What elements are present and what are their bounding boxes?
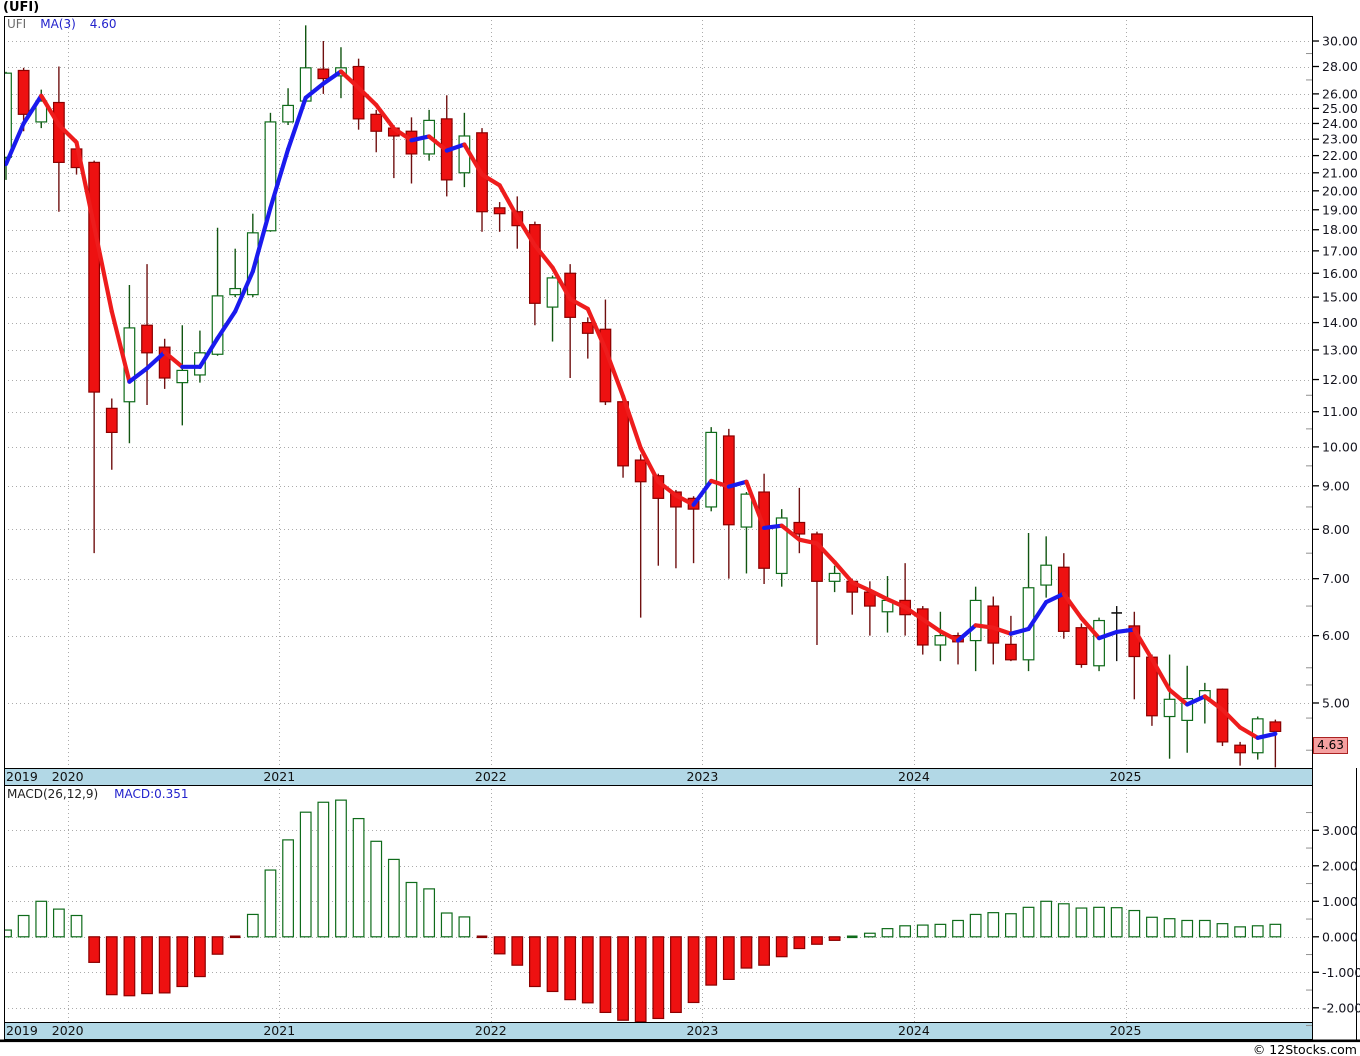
price-tick-label: 11.00 xyxy=(1322,404,1358,419)
price-tick-label: 19.00 xyxy=(1322,202,1358,217)
macd-tick-label: -1.000 xyxy=(1322,965,1360,980)
macd-tick-label: 2.000 xyxy=(1322,858,1358,873)
year-label: 2025 xyxy=(1110,769,1142,784)
price-tick-label: 17.00 xyxy=(1322,243,1358,258)
year-label: 2021 xyxy=(263,769,295,784)
year-label: 2022 xyxy=(475,1023,507,1038)
macd-panel-legend: MACD(26,12,9) MACD:0.351 xyxy=(7,787,189,801)
year-label: 2023 xyxy=(686,1023,718,1038)
price-tick-label: 9.00 xyxy=(1322,478,1350,493)
year-label: 2020 xyxy=(52,769,84,784)
page-title: (UFI) xyxy=(3,0,40,15)
macd-histogram xyxy=(4,799,1282,1022)
year-label: 2021 xyxy=(263,1023,295,1038)
price-tick-label: 21.00 xyxy=(1322,165,1358,180)
candlestick-series xyxy=(4,25,1282,768)
price-tick-label: 30.00 xyxy=(1322,34,1358,49)
price-tick-label: 18.00 xyxy=(1322,222,1358,237)
price-tick-label: 28.00 xyxy=(1322,59,1358,74)
price-tick-label: 25.00 xyxy=(1322,101,1358,116)
price-tick-label: 6.00 xyxy=(1322,628,1350,643)
price-tick-label: 7.00 xyxy=(1322,571,1350,586)
gridlines xyxy=(4,16,1312,1022)
year-label: 2019 xyxy=(6,1023,38,1038)
price-tick-label: 15.00 xyxy=(1322,290,1358,305)
macd-tick-label: 3.000 xyxy=(1322,823,1358,838)
macd-tick-label: -2.000 xyxy=(1322,1000,1360,1015)
macd-axis: 3.000 2.000 1.000 0.000 -1.000 -2.000 xyxy=(1306,812,1360,1027)
price-panel-legend: UFI MA(3) 4.60 xyxy=(7,17,131,31)
price-tick-label: 10.00 xyxy=(1322,439,1358,454)
price-tick-label: 16.00 xyxy=(1322,266,1358,281)
price-tick-label: 5.00 xyxy=(1322,695,1350,710)
price-tick-label: 22.00 xyxy=(1322,148,1358,163)
price-tick-label: 13.00 xyxy=(1322,342,1358,357)
macd-tick-label: 1.000 xyxy=(1322,894,1358,909)
price-tick-label: 8.00 xyxy=(1322,522,1350,537)
year-label: 2023 xyxy=(686,769,718,784)
macd-label: MACD(26,12,9) xyxy=(7,787,99,801)
year-label: 2020 xyxy=(52,1023,84,1038)
price-tick-label: 14.00 xyxy=(1322,315,1358,330)
last-price-badge: 4.63 xyxy=(1313,737,1348,754)
year-label: 2024 xyxy=(898,1023,930,1038)
price-tick-label: 23.00 xyxy=(1322,132,1358,147)
price-tick-label: 26.00 xyxy=(1322,86,1358,101)
watermark: © 12Stocks.com xyxy=(1252,1042,1357,1056)
panel-frames xyxy=(0,16,1360,1043)
year-labels: 2019 2020 2021 2022 2023 2024 2025 2019 2020 2021… xyxy=(6,769,1141,1038)
ma-label: MA(3) xyxy=(40,17,76,31)
ma-value: 4.60 xyxy=(89,17,117,31)
ma3-line xyxy=(4,69,1278,740)
symbol-label: UFI xyxy=(7,17,27,31)
macd-tick-label: 0.000 xyxy=(1322,929,1358,944)
year-label: 2024 xyxy=(898,769,930,784)
macd-value: MACD:0.351 xyxy=(114,787,189,801)
price-tick-label: 24.00 xyxy=(1322,116,1358,131)
year-label: 2025 xyxy=(1110,1023,1142,1038)
price-tick-label: 12.00 xyxy=(1322,372,1358,387)
price-tick-label: 20.00 xyxy=(1322,183,1358,198)
year-label: 2019 xyxy=(6,769,38,784)
year-label: 2022 xyxy=(475,769,507,784)
